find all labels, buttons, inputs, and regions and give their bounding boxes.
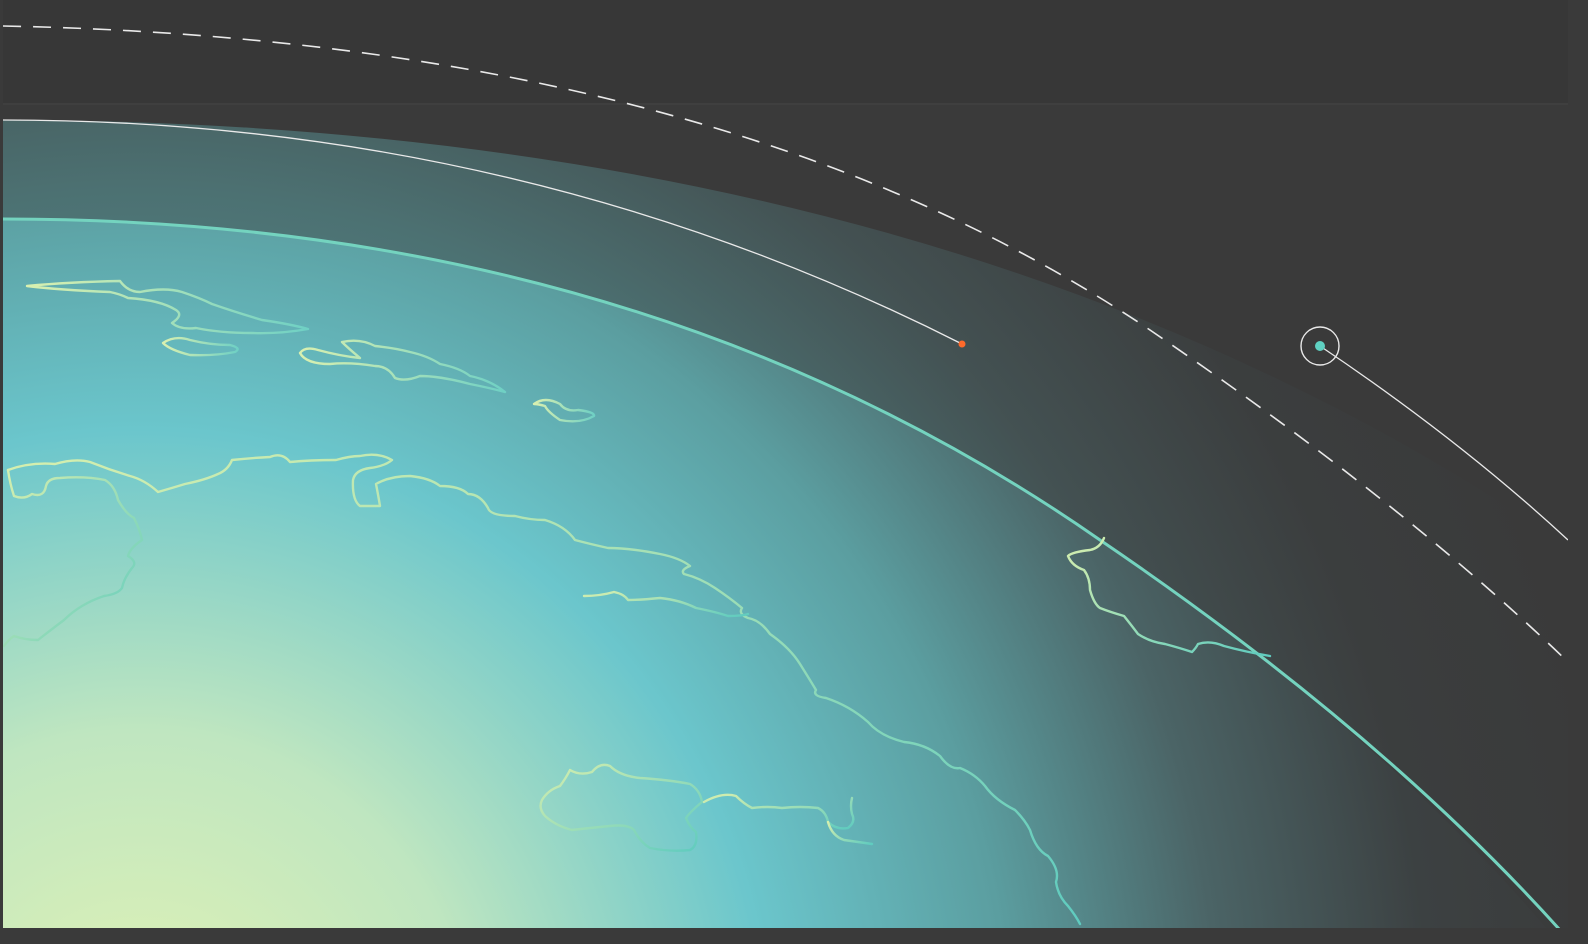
earth-body bbox=[0, 219, 1560, 944]
coastline-gulf bbox=[582, 590, 750, 618]
coastline-island-1 bbox=[25, 279, 310, 335]
coastline-peninsula bbox=[2, 468, 144, 648]
coastline-mainland bbox=[6, 453, 1082, 926]
orbit-track-dashed bbox=[2, 25, 1569, 663]
left-edge bbox=[0, 0, 3, 944]
top-band bbox=[0, 0, 1588, 104]
coastline-south-island bbox=[539, 763, 704, 852]
horizon-line bbox=[2, 217, 1562, 932]
satellite-marker[interactable] bbox=[1300, 326, 1340, 366]
coastlines bbox=[2, 279, 1272, 926]
coastline-south-spit bbox=[826, 820, 874, 846]
right-edge bbox=[1568, 0, 1588, 944]
coastline-island-2 bbox=[161, 336, 239, 357]
ground-target-marker[interactable] bbox=[958, 340, 966, 348]
coastline-island-4 bbox=[532, 398, 596, 423]
satellite-dot bbox=[1315, 341, 1325, 351]
satellite-ring bbox=[1300, 326, 1340, 366]
coastline-island-3 bbox=[298, 339, 507, 394]
coastline-horizon-land bbox=[1066, 536, 1272, 658]
bottom-edge bbox=[0, 928, 1588, 944]
orbit-track-past bbox=[2, 119, 963, 345]
coastline-south-strip bbox=[702, 793, 855, 830]
orbit-track-future bbox=[1319, 345, 1569, 541]
